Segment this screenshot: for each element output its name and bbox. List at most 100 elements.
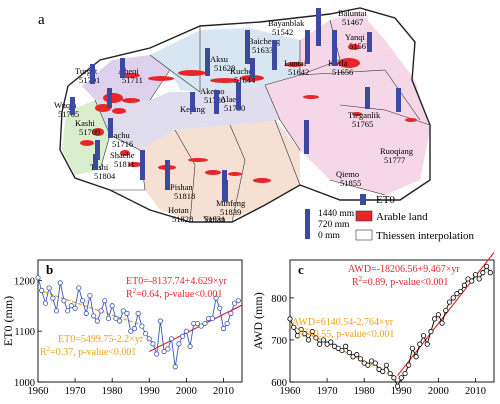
data-point-c-14 [339, 347, 345, 354]
data-point-c-19 [357, 356, 364, 362]
data-point-b-7 [61, 298, 67, 304]
arable-land-patch-7 [348, 44, 360, 50]
legend-label-1: Arable land [376, 211, 428, 223]
data-point-c-53 [483, 263, 490, 269]
station-id-21: 51828 [172, 214, 193, 224]
trend-equation-b-1: ET0=5499.75-2.2×yr [58, 334, 144, 345]
thiessen-line-9 [274, 119, 301, 186]
data-point-b-1 [39, 287, 45, 294]
y-tick-label-c-0: 600 [271, 378, 287, 389]
thiessen-line-3 [264, 84, 301, 151]
station-label-18: Shache [110, 150, 135, 160]
legend-scale-label-2: 0 mm [318, 231, 341, 241]
data-point-b-2 [42, 300, 49, 306]
y-tick-label-c-2: 800 [271, 294, 287, 305]
arable-land-patch-3 [210, 78, 240, 83]
data-point-c-37 [424, 341, 430, 347]
data-point-c-11 [328, 339, 334, 345]
station-label-11: Kashi [75, 118, 95, 128]
thiessen-zone-1 [150, 28, 300, 92]
data-point-b-45 [202, 320, 208, 327]
station-id-8: 51642 [288, 67, 309, 77]
station-id-9: 51656 [332, 67, 353, 77]
data-point-c-1 [291, 324, 297, 330]
data-point-b-32 [154, 351, 160, 357]
data-point-b-37 [172, 364, 178, 370]
trend-line-b-0 [149, 304, 243, 353]
data-point-b-54 [235, 298, 241, 304]
data-point-b-4 [50, 295, 56, 301]
data-point-b-23 [120, 308, 126, 314]
data-point-b-43 [194, 320, 201, 327]
trend-equation-b-0: ET0=-8137.74+4.629×yr [126, 276, 227, 287]
data-point-b-12 [79, 298, 86, 304]
data-point-b-34 [161, 348, 167, 355]
thiessen-line-1 [169, 69, 201, 93]
et0-bar-0 [305, 30, 310, 64]
data-point-c-2 [294, 333, 301, 339]
x-tick-label-c-4: 2000 [428, 386, 449, 397]
data-point-b-47 [209, 315, 215, 322]
thiessen-line-12 [384, 69, 421, 121]
data-point-b-35 [165, 346, 171, 352]
data-point-b-13 [83, 310, 89, 316]
legend-swatch-et0 [360, 194, 366, 205]
et0-bar-18 [95, 140, 100, 160]
et0-bar-23 [304, 120, 309, 154]
thiessen-zone-4 [140, 120, 300, 220]
data-point-b-48 [213, 295, 219, 301]
data-point-c-38 [428, 328, 434, 335]
data-point-b-11 [76, 285, 82, 291]
data-point-b-0 [35, 275, 41, 281]
data-point-b-5 [53, 308, 60, 314]
station-id-1: 51467 [342, 17, 363, 27]
et0-bar-6 [205, 48, 210, 76]
data-point-b-39 [180, 333, 186, 339]
et0-bar-14 [236, 82, 241, 110]
data-point-b-31 [150, 341, 156, 347]
thiessen-zone-5 [95, 85, 280, 150]
station-id-0: 51542 [272, 27, 293, 37]
station-label-21: Hotan [168, 205, 190, 215]
data-point-c-40 [435, 312, 441, 318]
arable-land-patch-2 [178, 70, 206, 76]
data-point-b-6 [57, 280, 63, 286]
station-id-14: 51730 [224, 103, 245, 113]
station-id-11: 51709 [79, 127, 100, 137]
station-id-18: 51811 [114, 159, 135, 169]
et0-bar-3 [90, 64, 95, 84]
station-id-10: 51705 [58, 109, 79, 119]
thiessen-line-11 [329, 179, 386, 196]
data-point-c-32 [406, 362, 412, 368]
x-tick-label-c-1: 1970 [317, 386, 338, 397]
et0-bar-13 [190, 92, 195, 112]
data-point-c-31 [402, 370, 408, 377]
data-point-c-39 [432, 316, 438, 322]
data-point-b-15 [91, 313, 97, 319]
arable-land-patch-10 [112, 108, 126, 114]
station-id-23: 51855 [340, 178, 361, 188]
et0-bar-2 [367, 32, 372, 52]
arable-land-patch-15 [128, 162, 142, 167]
data-point-b-3 [46, 285, 52, 291]
data-point-c-25 [380, 368, 386, 375]
x-tick-label-c-2: 1980 [354, 386, 375, 397]
data-point-c-23 [372, 360, 378, 366]
station-label-6: Aksu [210, 54, 229, 64]
station-id-7: 51644 [234, 75, 256, 85]
station-label-10: Wuqia [54, 100, 77, 110]
data-point-b-17 [98, 308, 104, 314]
data-point-b-21 [113, 315, 119, 322]
data-point-b-18 [102, 298, 108, 304]
data-point-c-46 [458, 288, 464, 295]
data-point-b-20 [109, 303, 115, 309]
data-point-c-21 [365, 362, 371, 368]
station-label-9: Korla [328, 58, 348, 68]
data-point-c-43 [446, 299, 453, 305]
x-tick-label-b-4: 2000 [176, 386, 197, 397]
data-point-c-26 [383, 362, 390, 368]
data-point-b-53 [231, 300, 238, 306]
data-point-c-16 [346, 349, 352, 356]
arable-land-patch-13 [92, 128, 104, 136]
x-tick-label-b-3: 1990 [139, 386, 160, 397]
